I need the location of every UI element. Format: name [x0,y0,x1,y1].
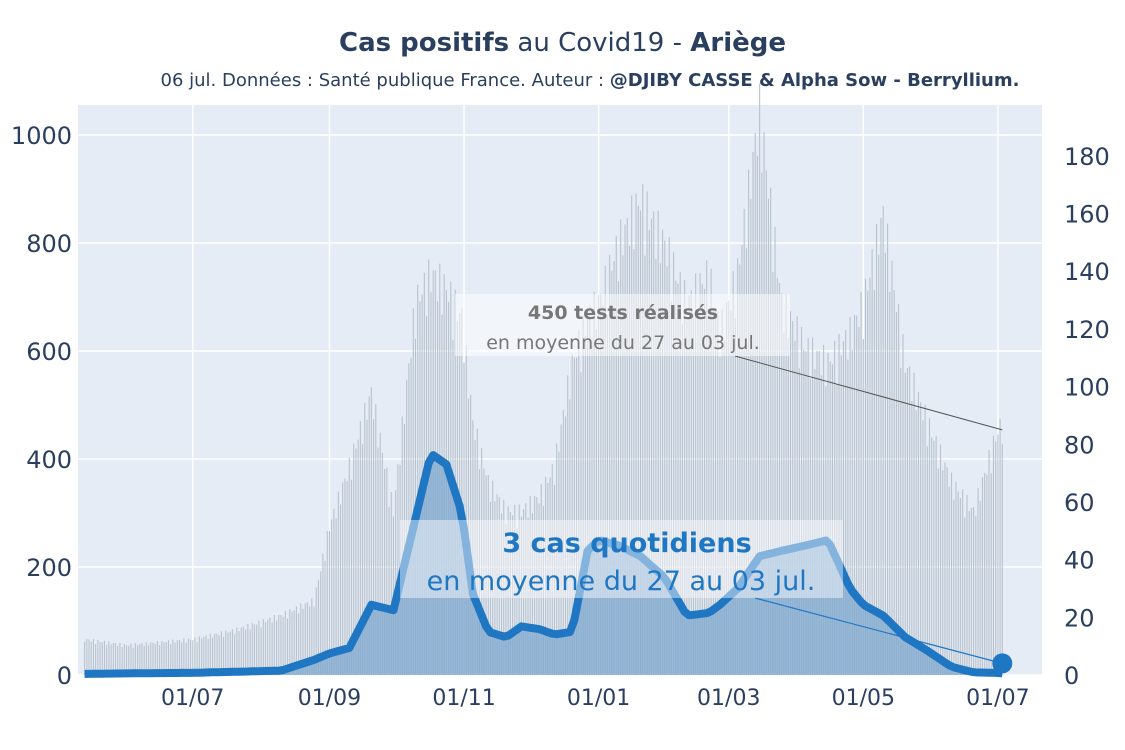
y-right-tick-label: 100 [1064,374,1110,402]
y-right-tick-label: 40 [1064,547,1095,575]
cases-annotation: 3 cas quotidiens en moyenne du 27 au 03 … [400,520,843,598]
chart-subtitle: 06 jul. Données : Santé publique France.… [160,70,1020,91]
y-right-tick-label: 0 [1064,662,1079,690]
y-right-tick-label: 80 [1064,431,1095,459]
y-right-tick-label: 140 [1064,258,1110,286]
cases-annotation-value: 3 cas quotidiens [502,528,751,559]
x-tick-label: 01/01 [567,686,630,711]
y-left-tick-label: 200 [26,554,72,582]
tests-annotation-period: en moyenne du 27 au 03 jul. [486,332,760,354]
y-right-tick-label: 160 [1064,201,1110,229]
x-tick-label: 01/03 [697,686,760,711]
x-tick-label: 01/05 [832,686,895,711]
x-tick-label: 01/07 [161,686,224,711]
y-left-tick-label: 0 [57,662,72,690]
cases-annotation-box [400,520,843,598]
y-right-tick-label: 180 [1064,143,1110,171]
y-left-tick-label: 600 [26,338,72,366]
y-right-tick-label: 120 [1064,316,1110,344]
x-tick-label: 01/09 [298,686,361,711]
cases-annotation-period: en moyenne du 27 au 03 jul. [427,566,816,597]
cases-line [84,451,1003,678]
y-left-tick-label: 1000 [11,122,72,150]
tests-annotation-value: 450 tests réalisés [528,302,718,324]
y-right-tick-labels: 0 20 40 60 80 100 120 140 160 180 [1064,143,1110,690]
cases-area [84,455,1003,675]
y-left-tick-label: 400 [26,446,72,474]
y-right-tick-label: 20 [1064,604,1095,632]
tests-annotation: 450 tests réalisés en moyenne du 27 au 0… [455,294,790,356]
y-left-tick-label: 800 [26,230,72,258]
last-value-marker [992,653,1013,674]
tests-annotation-box [455,294,790,356]
tests-annotation-connector [734,355,1003,431]
y-left-tick-labels: 0 200 400 600 800 1000 [11,122,72,690]
y-right-tick-label: 60 [1064,489,1095,517]
cases-annotation-connector [754,597,1003,664]
x-tick-labels: 01/07 01/09 01/11 01/01 01/03 01/05 01/07 [161,686,1030,711]
x-tick-label: 01/07 [966,686,1029,711]
chart-title: Cas positifs au Covid19 - Ariège [338,28,787,58]
x-tick-label: 01/11 [432,686,495,711]
